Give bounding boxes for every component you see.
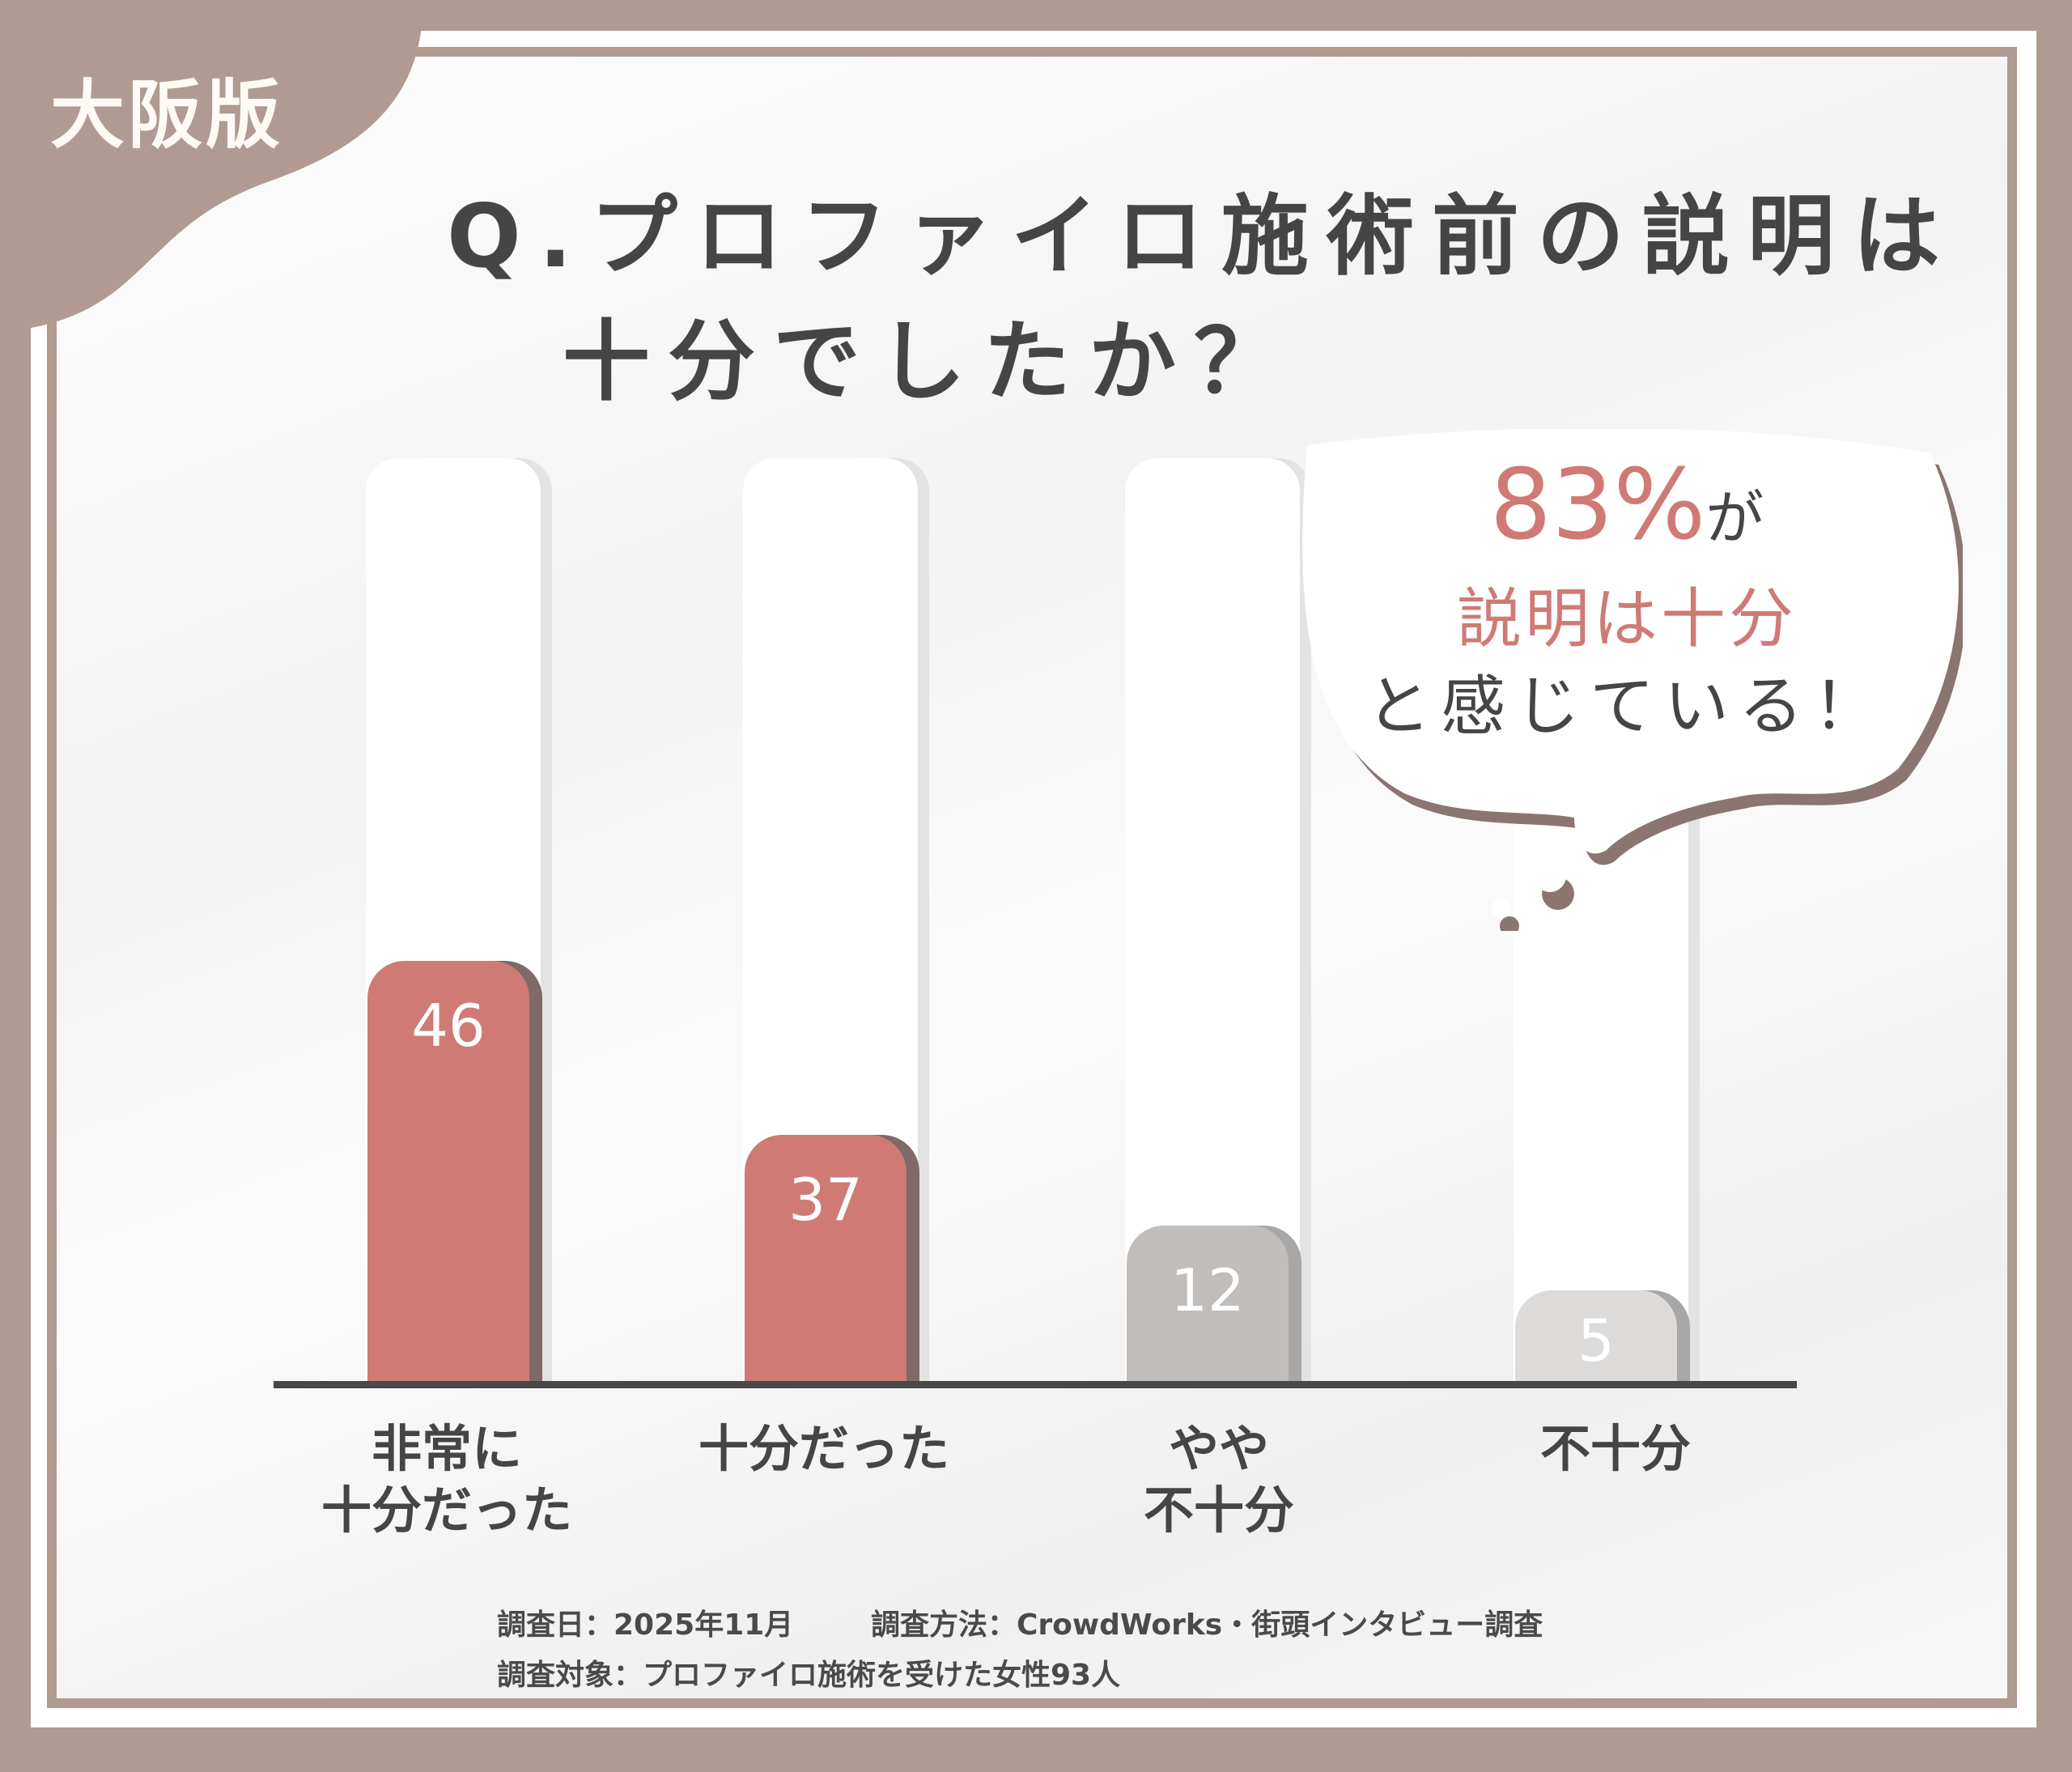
bar-somewhat-insufficient: 12 bbox=[1127, 1226, 1289, 1382]
x-label-very-sufficient: 非常に 十分だった bbox=[321, 1419, 572, 1540]
survey-method: 調査方法：CrowdWorks・街頭インタビュー調査 bbox=[871, 1608, 1543, 1642]
survey-date: 調査日：2025年11月 bbox=[497, 1608, 794, 1642]
bar-very-sufficient: 46 bbox=[367, 961, 529, 1382]
question-title-line1: Q.プロファイロ施術前の説明は bbox=[447, 186, 1958, 287]
survey-target: 調査対象：プロファイロ施術を受けた女性93人 bbox=[497, 1659, 1121, 1692]
edition-corner-shape bbox=[0, 0, 421, 332]
bar-value: 37 bbox=[788, 1166, 863, 1234]
x-axis-line bbox=[274, 1381, 1797, 1388]
question-title-line2: 十分でしたか？ bbox=[563, 312, 1300, 413]
bar-sufficient: 37 bbox=[745, 1135, 906, 1382]
callout-percent: 83% bbox=[1489, 449, 1706, 562]
bar-insufficient: 5 bbox=[1515, 1290, 1677, 1382]
x-label-somewhat-insufficient: やや 不十分 bbox=[1143, 1419, 1294, 1540]
bar-value: 12 bbox=[1170, 1256, 1245, 1324]
x-label-insufficient: 不十分 bbox=[1539, 1419, 1691, 1478]
x-label-sufficient: 十分だった bbox=[698, 1419, 949, 1478]
callout-particle: が bbox=[1705, 484, 1764, 552]
callout-percent-line: 83%が bbox=[1295, 449, 1959, 562]
callout-tail: と感じている！ bbox=[1366, 669, 1887, 744]
callout-bubble bbox=[1302, 429, 1963, 931]
bar-value: 5 bbox=[1577, 1307, 1615, 1375]
bar-value: 46 bbox=[411, 992, 486, 1060]
edition-label: 大阪版 bbox=[50, 72, 284, 159]
callout-highlight: 説明は十分 bbox=[1457, 581, 1797, 657]
